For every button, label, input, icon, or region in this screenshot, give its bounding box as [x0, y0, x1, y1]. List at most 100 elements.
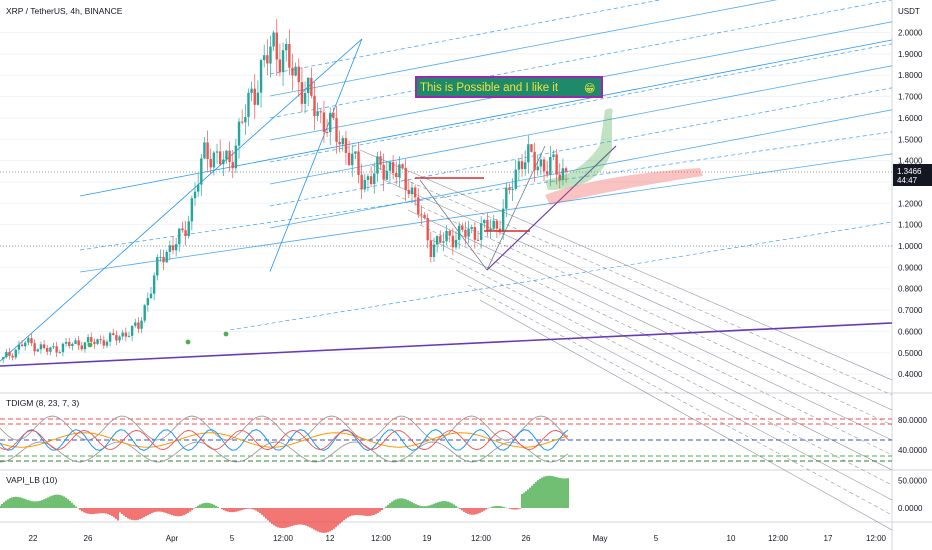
candle-body: [112, 333, 115, 336]
candle-body: [341, 138, 344, 145]
candle-body: [461, 225, 464, 230]
candle-body: [527, 144, 530, 163]
candle-body: [93, 341, 96, 344]
signal-dot: [87, 342, 93, 348]
candle-body: [118, 336, 121, 341]
candle-body: [11, 355, 14, 358]
tdigm-pane: 80.0000 40.0000: [0, 415, 927, 463]
candle-body: [55, 346, 58, 353]
price-tick-label: 0.4000: [898, 370, 923, 379]
schiff-parallel: [479, 299, 893, 531]
candle-body: [391, 162, 395, 174]
last-price-badge: [893, 164, 932, 187]
time-tick-label: 26: [84, 534, 93, 543]
grin-emoji-icon: 😁: [584, 82, 595, 95]
candle-body: [52, 346, 55, 348]
time-tick-label: 26: [522, 534, 531, 543]
price-tick-label: 1.7000: [898, 93, 923, 102]
pitchfork-parallel: [269, 43, 893, 163]
signal-dot: [223, 331, 229, 337]
signal-dot: [185, 339, 191, 345]
candle-body: [300, 82, 304, 104]
tdigm-tick-label: 40.0000: [898, 446, 927, 455]
pitchfork-drawing[interactable]: [0, 0, 893, 362]
pitchfork-parallel: [269, 0, 893, 119]
candle-body: [329, 112, 332, 133]
candle-body: [181, 228, 184, 231]
time-tick-label: 22: [29, 534, 38, 543]
candle-body: [448, 230, 451, 236]
candle-body: [17, 344, 21, 350]
candle-body: [58, 352, 61, 354]
candle-body: [322, 112, 326, 132]
last-price-value: 1.3466: [897, 167, 922, 176]
schiff-parallel: [419, 224, 893, 456]
candle-body: [68, 341, 71, 347]
candle-body: [190, 198, 194, 222]
price-tick-label: 1.9000: [898, 50, 923, 59]
candle-body: [33, 343, 36, 352]
candle-body: [269, 46, 272, 64]
schiff-parallel: [359, 149, 893, 381]
price-tick-label: 0.8000: [898, 285, 923, 294]
pitchfork-median: [79, 39, 893, 197]
candle-body: [74, 340, 77, 344]
candle-body: [517, 161, 521, 170]
candle-body: [262, 55, 266, 61]
candle-body: [171, 245, 175, 251]
price-tick-label: 1.6000: [898, 114, 923, 123]
candle-body: [149, 293, 153, 299]
price-scale[interactable]: 2.0000 1.9000 1.8000 1.7000 1.6000 1.5000 1.40…: [893, 29, 932, 380]
user-drawings[interactable]: [0, 108, 893, 367]
tdigm-tick-label: 80.0000: [898, 416, 927, 425]
candle-body: [310, 77, 313, 96]
candle-body: [545, 171, 549, 175]
tdigm-line: [0, 441, 569, 463]
pitchfork-tine: [269, 38, 363, 272]
schiff-handle: [419, 179, 488, 271]
candle-body: [140, 320, 143, 329]
pitchfork-parallel: [269, 65, 893, 185]
candle-body: [162, 256, 165, 263]
candle-body: [486, 219, 489, 231]
candle-body: [376, 156, 379, 174]
candle-body: [278, 59, 282, 73]
time-tick-label: 17: [824, 534, 833, 543]
candle-body: [244, 117, 247, 123]
tdigm-line: [0, 429, 569, 451]
schiff-parallel: [383, 179, 893, 411]
vapi-pane: 50.0000 0.0000: [0, 475, 927, 533]
short-support-trendline: [486, 145, 617, 271]
candle-body: [178, 228, 181, 245]
time-tick-label: 19: [423, 534, 432, 543]
candle-body: [479, 223, 483, 240]
candle-body: [168, 245, 172, 252]
annotation-callout[interactable]: This is Possible and I like it 😁: [415, 76, 603, 98]
time-tick-label: 10: [727, 534, 736, 543]
long-support-trendline: [0, 322, 893, 367]
vapi-tick-label: 0.0000: [898, 504, 923, 513]
candle-body: [225, 150, 228, 160]
candle-body: [501, 208, 505, 232]
candle-body: [203, 142, 206, 159]
annotation-box: [415, 76, 603, 98]
candle-body: [555, 154, 558, 175]
candle-body: [473, 227, 477, 240]
candle-body: [234, 145, 238, 169]
currency-badge[interactable]: USDT: [898, 7, 920, 16]
candle-body: [439, 236, 442, 243]
candle-body: [413, 187, 417, 198]
candle-body: [212, 152, 216, 168]
candle-body: [423, 215, 426, 219]
candle-body: [291, 67, 294, 76]
candle-body: [90, 337, 93, 342]
candle-body: [332, 112, 335, 119]
pitchfork-parallel: [79, 131, 893, 251]
candle-body: [303, 92, 307, 104]
candle-body: [71, 343, 74, 347]
price-tick-label: 1.4000: [898, 157, 923, 166]
candle-body: [476, 239, 480, 241]
time-axis[interactable]: 22 26 Apr 5 12:00 12 12:00 19 12:00 26 May 5 10 12:00…: [29, 534, 887, 543]
